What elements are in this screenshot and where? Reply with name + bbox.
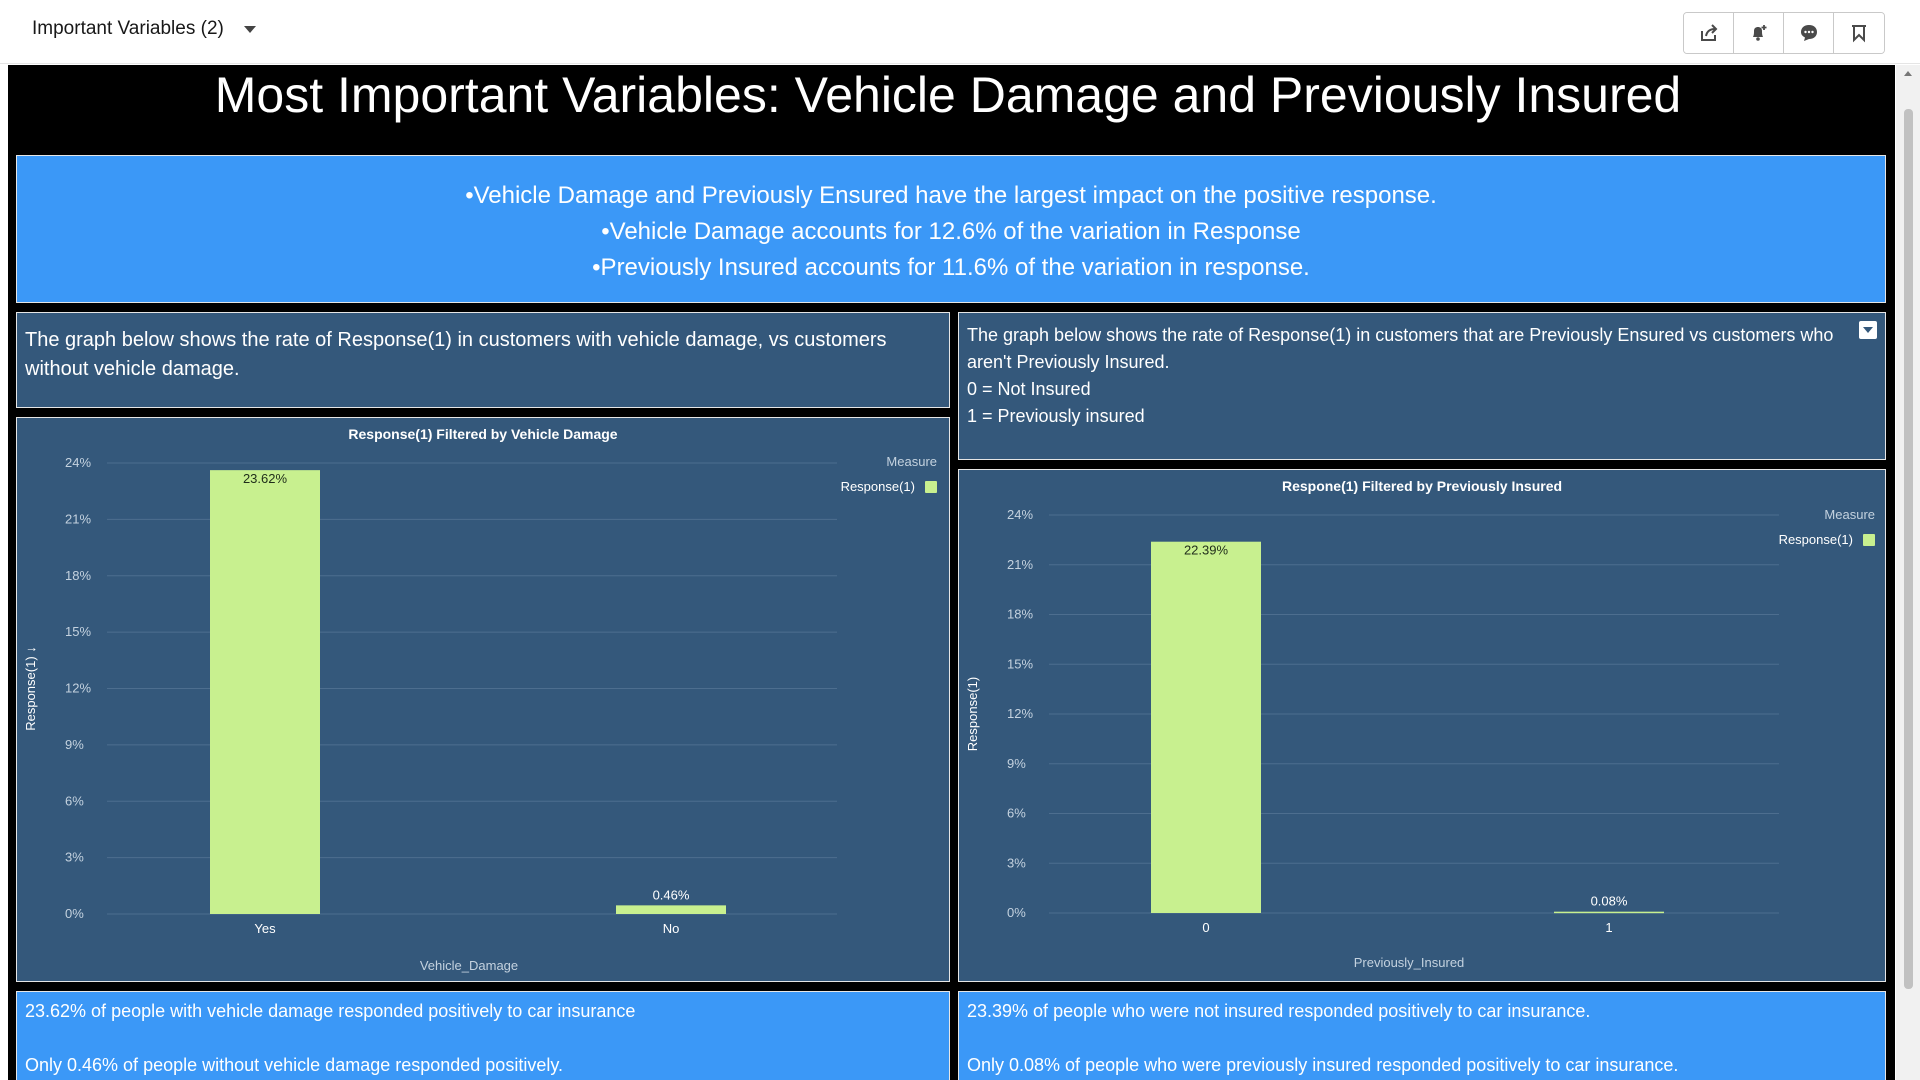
right-insight-line: Only 0.08% of people who were previously… [967, 1055, 1679, 1075]
left-description-text: The graph below shows the rate of Respon… [25, 329, 887, 380]
data-label: 0.46% [653, 887, 690, 902]
x-tick-label: No [663, 921, 680, 936]
y-axis-label: Response(1) [965, 677, 980, 751]
y-axis-label: Response(1) ↓ [23, 646, 38, 731]
vertical-scrollbar[interactable] [1896, 65, 1920, 1080]
bar [210, 470, 320, 914]
data-label: 22.39% [1184, 543, 1229, 558]
bar [1151, 541, 1261, 913]
y-tick-label: 15% [1007, 656, 1033, 671]
chart-title: Response(1) Filtered by Vehicle Damage [348, 426, 618, 442]
x-tick-label: Yes [254, 921, 276, 936]
left-insight-line: Only 0.46% of people without vehicle dam… [25, 1055, 563, 1075]
legend-title: Measure [886, 454, 937, 469]
previously-insured-chart-panel: Respone(1) Filtered by Previously Insure… [958, 469, 1886, 982]
share-icon [1700, 24, 1717, 41]
follow-button[interactable] [1734, 13, 1784, 53]
left-insight-line: 23.62% of people with vehicle damage res… [25, 1001, 636, 1021]
previously-insured-chart: 0% 3% 6% 9% 12% 15% 18% 21% 24% 22.39% 0 0.08% 1 Prev… [965, 507, 1875, 970]
dashboard-selector-label[interactable]: Important Variables (2) [32, 18, 224, 39]
summary-panel: •Vehicle Damage and Previously Ensured h… [16, 155, 1886, 303]
widget-menu-dropdown-icon[interactable] [1859, 321, 1877, 339]
legend-swatch [925, 481, 937, 493]
right-description-line: 1 = Previously insured [967, 406, 1145, 426]
summary-line: •Vehicle Damage and Previously Ensured h… [465, 182, 1437, 209]
data-label: 23.62% [243, 471, 288, 486]
right-description-panel: The graph below shows the rate of Respon… [958, 312, 1886, 460]
right-insight-line: 23.39% of people who were not insured re… [967, 1001, 1591, 1021]
dashboard-title: Most Important Variables: Vehicle Damage… [214, 67, 1682, 123]
y-tick-label: 24% [1007, 507, 1033, 522]
vehicle-damage-chart: 0% 3% 6% 9% 12% 15% 18% 21% 24% 23.62% Yes 0.46% No V… [23, 454, 937, 973]
y-tick-label: 0% [1007, 905, 1026, 920]
dashboard-header: Important Variables (2) [0, 0, 1920, 64]
scroll-up-icon[interactable] [1904, 71, 1912, 76]
y-tick-label: 15% [65, 624, 91, 639]
x-tick-label: 1 [1605, 920, 1612, 935]
y-tick-label: 9% [1007, 756, 1026, 771]
vehicle-damage-chart-panel: Response(1) Filtered by Vehicle Damage 0… [16, 417, 950, 982]
summary-line: •Vehicle Damage accounts for 12.6% of th… [601, 218, 1301, 245]
comment-icon [1800, 25, 1817, 41]
right-description-line: 0 = Not Insured [967, 379, 1091, 399]
y-tick-label: 21% [1007, 557, 1033, 572]
follow-bell-icon [1752, 25, 1766, 41]
y-tick-label: 24% [65, 455, 91, 470]
header-button-group [1683, 12, 1885, 54]
y-tick-label: 12% [1007, 706, 1033, 721]
data-label: 0.08% [1591, 894, 1628, 909]
scrollbar-thumb[interactable] [1904, 109, 1913, 989]
y-tick-label: 3% [1007, 855, 1026, 870]
legend-title: Measure [1824, 507, 1875, 522]
right-description-text: The graph below shows the rate of Respon… [967, 325, 1834, 372]
comment-button[interactable] [1784, 13, 1834, 53]
share-button[interactable] [1684, 13, 1734, 53]
bookmark-button[interactable] [1834, 13, 1884, 53]
chevron-down-icon[interactable] [244, 26, 256, 33]
bar [1554, 911, 1664, 914]
y-tick-label: 18% [65, 568, 91, 583]
legend-label: Response(1) [841, 479, 915, 494]
left-insight-panel: 23.62% of people with vehicle damage res… [16, 991, 950, 1080]
x-axis-label: Vehicle_Damage [420, 958, 518, 973]
right-insight-panel: 23.39% of people who were not insured re… [958, 991, 1886, 1080]
summary-line: •Previously Insured accounts for 11.6% o… [592, 254, 1310, 281]
chart-title: Respone(1) Filtered by Previously Insure… [1281, 478, 1563, 494]
left-description-panel: The graph below shows the rate of Respon… [16, 312, 950, 408]
y-tick-label: 12% [65, 681, 91, 696]
bookmark-icon [1852, 25, 1866, 43]
x-axis-label: Previously_Insured [1354, 955, 1465, 970]
y-tick-label: 3% [65, 850, 84, 865]
y-tick-label: 21% [65, 511, 91, 526]
y-tick-label: 0% [65, 906, 84, 921]
x-tick-label: 0 [1202, 920, 1209, 935]
bar [616, 905, 726, 914]
legend-swatch [1863, 534, 1875, 546]
y-tick-label: 18% [1007, 607, 1033, 622]
legend-label: Response(1) [1779, 532, 1853, 547]
y-tick-label: 6% [65, 793, 84, 808]
y-tick-label: 9% [65, 737, 84, 752]
y-tick-label: 6% [1007, 806, 1026, 821]
